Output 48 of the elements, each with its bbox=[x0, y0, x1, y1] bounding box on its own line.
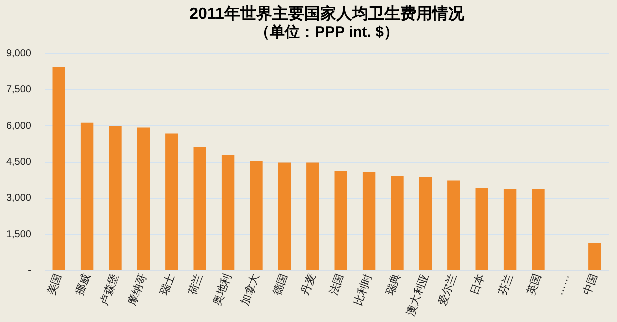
bar bbox=[532, 189, 545, 270]
x-tick-label: 英国 bbox=[524, 272, 544, 298]
bar bbox=[391, 176, 404, 270]
x-tick-label: 丹麦 bbox=[298, 272, 319, 298]
x-tick-label: 比利时 bbox=[351, 272, 375, 308]
bar bbox=[362, 172, 376, 270]
x-tick-label: 法国 bbox=[327, 272, 347, 298]
bar bbox=[588, 243, 602, 270]
bar bbox=[166, 134, 178, 270]
bar bbox=[137, 128, 150, 270]
x-tick-label: 奥地利 bbox=[210, 272, 234, 308]
bar bbox=[306, 162, 320, 270]
bar bbox=[222, 155, 235, 270]
x-tick-label: 荷兰 bbox=[186, 272, 206, 298]
bar bbox=[109, 126, 122, 270]
x-tick-label: 摩纳哥 bbox=[126, 272, 150, 308]
x-tick-label: 中国 bbox=[580, 272, 601, 298]
x-tick-label: 美国 bbox=[45, 272, 65, 298]
x-tick-label: 澳大利亚 bbox=[404, 272, 432, 318]
y-tick-label: 1,500 bbox=[6, 229, 32, 240]
y-tick-label: 6,000 bbox=[6, 120, 32, 132]
bar bbox=[419, 177, 432, 270]
x-tick-label: 日本 bbox=[468, 272, 488, 298]
y-tick-label: 7,500 bbox=[6, 84, 32, 96]
bar bbox=[476, 188, 488, 270]
y-tick-label: 9,000 bbox=[6, 48, 32, 60]
bar bbox=[194, 147, 206, 270]
bar bbox=[80, 122, 94, 270]
chart-subtitle: （单位：PPP int. $） bbox=[255, 24, 399, 41]
x-tick-label: 加拿大 bbox=[238, 272, 262, 308]
x-tick-label: 爱尔兰 bbox=[436, 272, 460, 308]
x-tick-label: 芬兰 bbox=[496, 272, 516, 298]
bar bbox=[278, 162, 292, 270]
bar bbox=[504, 189, 517, 270]
x-tick-label: 挪威 bbox=[73, 272, 93, 298]
y-tick-label: 4,500 bbox=[6, 157, 32, 168]
y-tick-label: 3,000 bbox=[6, 193, 32, 204]
y-tick-label: - bbox=[28, 266, 32, 276]
x-tick-label: 瑞典 bbox=[383, 272, 404, 298]
bar bbox=[250, 162, 263, 270]
chart-title: 2011年世界主要国家人均卫生费用情况 bbox=[190, 4, 466, 23]
x-tick-label: 卢森堡 bbox=[98, 272, 122, 308]
bar bbox=[52, 67, 66, 270]
x-tick-label: 德国 bbox=[272, 272, 290, 298]
x-tick-label: …… bbox=[554, 272, 572, 298]
bar bbox=[448, 180, 460, 270]
bar bbox=[334, 171, 348, 270]
x-tick-label: 瑞士 bbox=[158, 272, 178, 298]
